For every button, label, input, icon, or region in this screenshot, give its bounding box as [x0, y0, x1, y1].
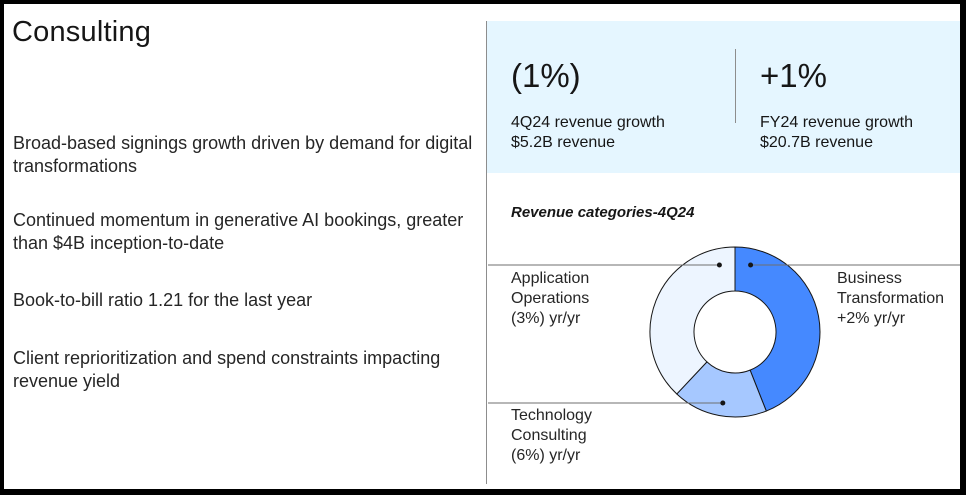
- label-technology-consulting: Technology Consulting (6%) yr/yr: [511, 406, 592, 466]
- leader-dot-technology-consulting: [720, 400, 726, 406]
- section-divider: [486, 21, 487, 484]
- label-technology-consulting-growth: (6%) yr/yr: [511, 447, 581, 464]
- slide: Consulting Broad-based signings growth d…: [4, 4, 960, 489]
- bullet-gen-ai: Continued momentum in generative AI book…: [13, 210, 464, 253]
- label-business-transformation-line2: Transformation: [837, 290, 944, 307]
- kpi-quarter-growth-label: 4Q24 revenue growth: [511, 114, 665, 131]
- kpi-quarter-revenue: $5.2B revenue: [511, 134, 616, 151]
- donut-slice-business-transformation: [734, 246, 821, 412]
- bullet-signings: Broad-based signings growth driven by de…: [13, 133, 473, 176]
- bullet-client-reprioritization: Client reprioritization and spend constr…: [13, 348, 441, 391]
- label-technology-consulting-line2: Consulting: [511, 427, 587, 444]
- label-technology-consulting-line1: Technology: [511, 407, 592, 424]
- kpi-year-value: +1%: [760, 57, 827, 94]
- kpi-quarter-value: (1%): [511, 57, 581, 94]
- kpi-year-growth-label: FY24 revenue growth: [760, 114, 913, 131]
- donut-slice-application-operations: [649, 246, 736, 395]
- label-application-operations-line2: Operations: [511, 290, 590, 307]
- revenue-donut-chart: [488, 246, 960, 418]
- label-application-operations-growth: (3%) yr/yr: [511, 310, 581, 327]
- bullet-book-to-bill: Book-to-bill ratio 1.21 for the last yea…: [13, 290, 313, 310]
- kpi-panel: (1%) 4Q24 revenue growth $5.2B revenue +…: [487, 21, 960, 173]
- label-application-operations-line1: Application: [511, 270, 590, 287]
- kpi-year-revenue: $20.7B revenue: [760, 134, 873, 151]
- chart-title: Revenue categories-4Q24: [511, 204, 695, 221]
- label-application-operations: Application Operations (3%) yr/yr: [511, 269, 589, 329]
- kpi-separator: [735, 49, 736, 123]
- leader-dot-business-transformation: [748, 262, 754, 268]
- leader-dot-application-operations: [716, 262, 722, 268]
- slide-title: Consulting: [12, 16, 152, 48]
- label-business-transformation-line1: Business: [837, 270, 902, 287]
- label-business-transformation: Business Transformation +2% yr/yr: [837, 269, 944, 329]
- label-business-transformation-growth: +2% yr/yr: [837, 310, 906, 327]
